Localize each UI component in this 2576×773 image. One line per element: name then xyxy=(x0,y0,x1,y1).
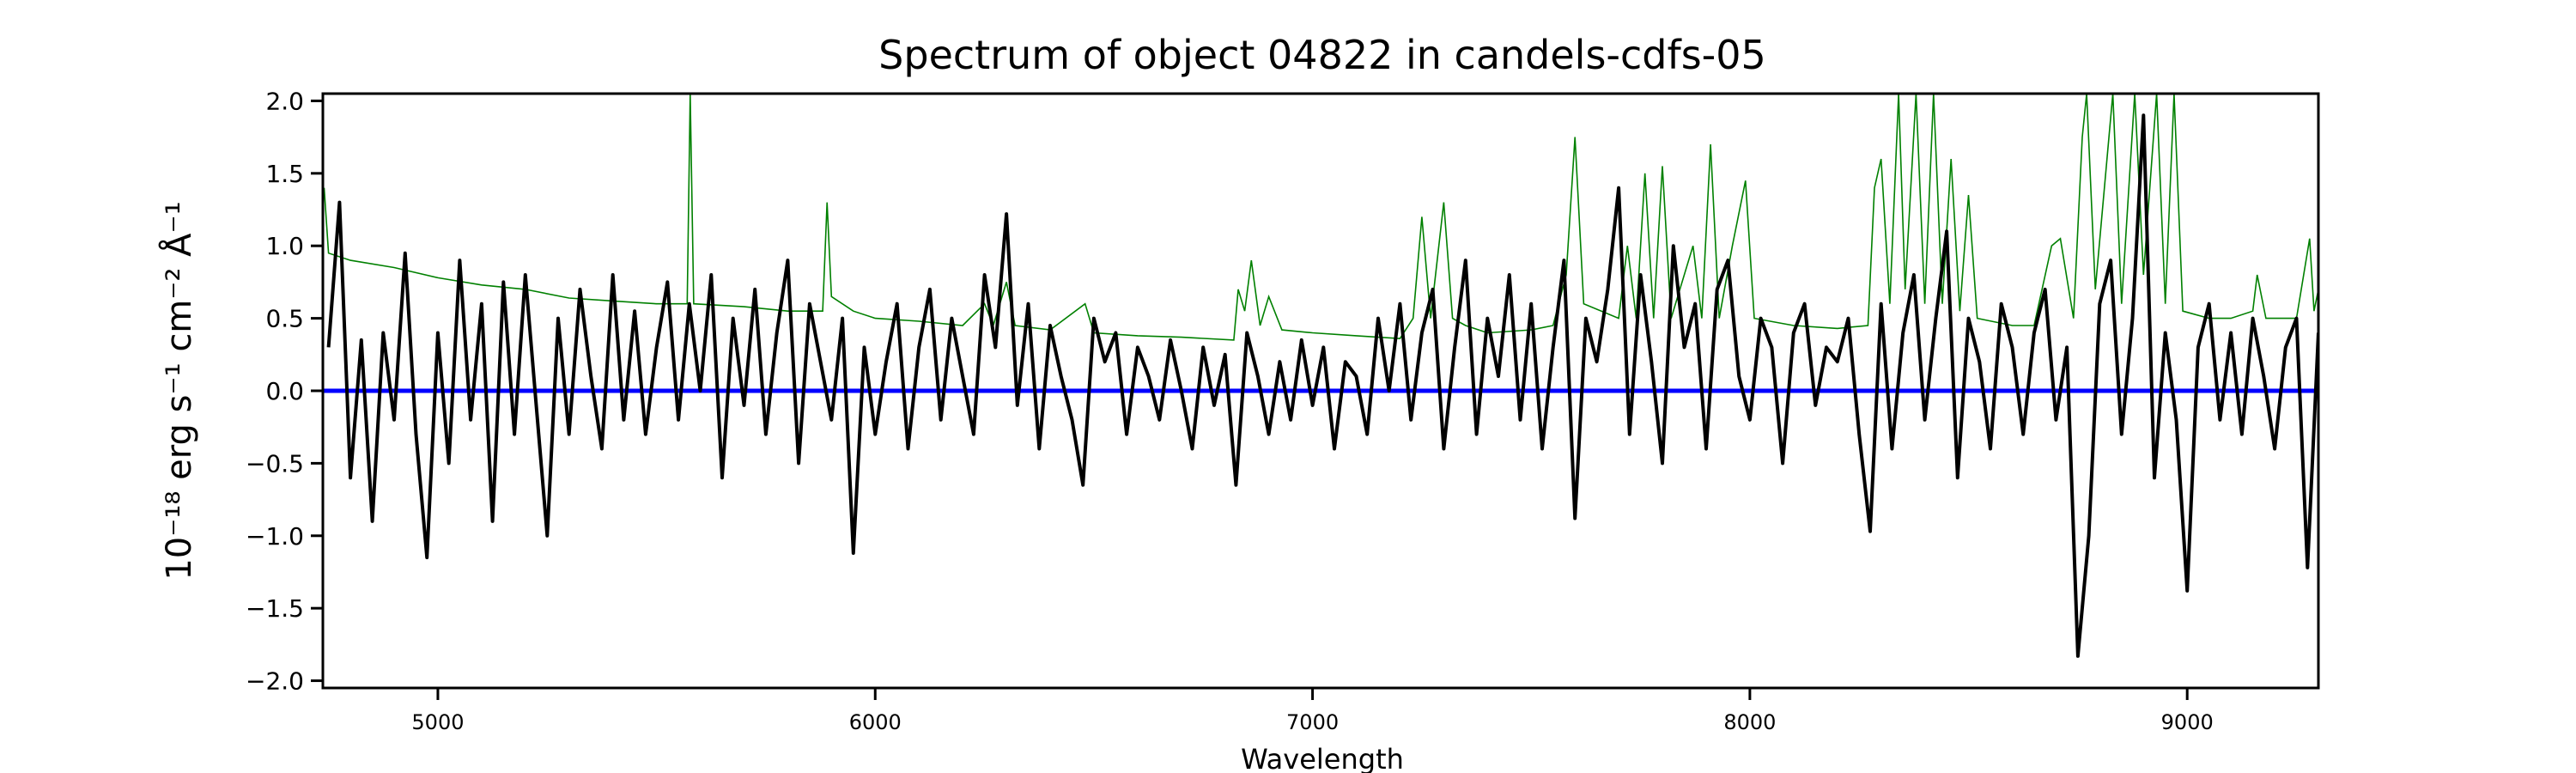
y-tick-label: 0.0 xyxy=(265,377,304,405)
y-axis-label: 10⁻¹⁸ erg s⁻¹ cm⁻² Å⁻¹ xyxy=(158,201,199,580)
flux-spectrum-line xyxy=(326,113,2318,658)
x-tick-label: 6000 xyxy=(849,710,902,734)
y-tick-label: 1.5 xyxy=(265,160,304,188)
x-tick-label: 5000 xyxy=(411,710,464,734)
y-tick-label: 2.0 xyxy=(265,87,304,115)
y-tick-label: 0.5 xyxy=(265,305,304,333)
y-tick-label: 1.0 xyxy=(265,232,304,260)
chart-title: Spectrum of object 04822 in candels-cdfs… xyxy=(878,32,1766,78)
error-spectrum-line xyxy=(324,94,2318,341)
x-tick-label: 8000 xyxy=(1723,710,1776,734)
y-tick-label: −1.5 xyxy=(246,594,304,623)
x-axis-label: Wavelength xyxy=(1241,743,1404,773)
x-tick-label: 9000 xyxy=(2161,710,2214,734)
axes-frame xyxy=(321,92,2320,690)
y-tick-label: −1.0 xyxy=(246,522,304,551)
y-tick-label: −0.5 xyxy=(246,449,304,478)
y-tick-label: −2.0 xyxy=(246,667,304,696)
x-tick-label: 7000 xyxy=(1286,710,1339,734)
